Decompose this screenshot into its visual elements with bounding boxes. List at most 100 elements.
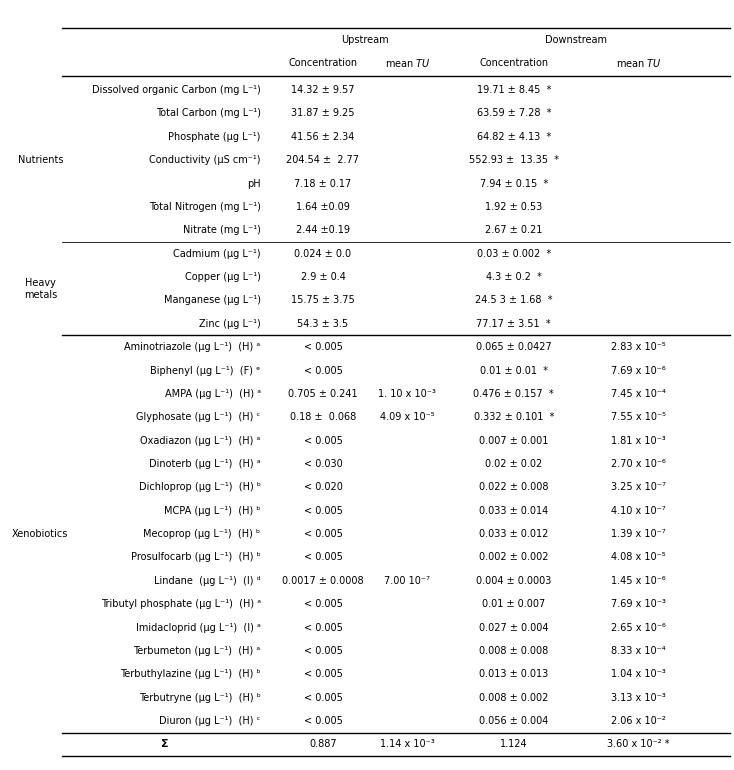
Text: Tributyl phosphate (μg L⁻¹)  (H) ᵃ: Tributyl phosphate (μg L⁻¹) (H) ᵃ — [101, 599, 261, 609]
Text: 0.033 ± 0.012: 0.033 ± 0.012 — [479, 529, 548, 539]
Text: 1.64 ±0.09: 1.64 ±0.09 — [296, 202, 350, 212]
Text: 0.01 ± 0.01  *: 0.01 ± 0.01 * — [480, 366, 548, 376]
Text: < 0.005: < 0.005 — [304, 623, 342, 633]
Text: 2.06 x 10⁻²: 2.06 x 10⁻² — [611, 716, 666, 726]
Text: 1.81 x 10⁻³: 1.81 x 10⁻³ — [611, 436, 666, 446]
Text: Upstream: Upstream — [341, 35, 389, 45]
Text: Heavy
metals: Heavy metals — [23, 277, 57, 300]
Text: 0.027 ± 0.004: 0.027 ± 0.004 — [479, 623, 548, 633]
Text: 24.5 3 ± 1.68  *: 24.5 3 ± 1.68 * — [475, 296, 553, 306]
Text: Copper (μg L⁻¹): Copper (μg L⁻¹) — [185, 272, 261, 282]
Text: Dichloprop (μg L⁻¹)  (H) ᵇ: Dichloprop (μg L⁻¹) (H) ᵇ — [139, 482, 261, 492]
Text: < 0.005: < 0.005 — [304, 366, 342, 376]
Text: Σ: Σ — [161, 739, 169, 749]
Text: Aminotriazole (μg L⁻¹)  (H) ᵃ: Aminotriazole (μg L⁻¹) (H) ᵃ — [125, 342, 261, 352]
Text: 7.94 ± 0.15  *: 7.94 ± 0.15 * — [480, 179, 548, 189]
Text: Terbumeton (μg L⁻¹)  (H) ᵃ: Terbumeton (μg L⁻¹) (H) ᵃ — [134, 646, 261, 656]
Text: 15.75 ± 3.75: 15.75 ± 3.75 — [291, 296, 355, 306]
Text: 0.332 ± 0.101  *: 0.332 ± 0.101 * — [473, 412, 554, 422]
Text: 0.705 ± 0.241: 0.705 ± 0.241 — [288, 389, 357, 399]
Text: Nutrients: Nutrients — [18, 156, 63, 166]
Text: Terbutryne (μg L⁻¹)  (H) ᵇ: Terbutryne (μg L⁻¹) (H) ᵇ — [139, 693, 261, 703]
Text: 1. 10 x 10⁻³: 1. 10 x 10⁻³ — [379, 389, 436, 399]
Text: Concentration: Concentration — [479, 59, 548, 69]
Text: 31.87 ± 9.25: 31.87 ± 9.25 — [291, 109, 355, 119]
Text: 7.69 x 10⁻³: 7.69 x 10⁻³ — [611, 599, 666, 609]
Text: Imidacloprid (μg L⁻¹)  (I) ᵃ: Imidacloprid (μg L⁻¹) (I) ᵃ — [136, 623, 261, 633]
Text: 7.45 x 10⁻⁴: 7.45 x 10⁻⁴ — [611, 389, 666, 399]
Text: < 0.005: < 0.005 — [304, 553, 342, 562]
Text: 0.007 ± 0.001: 0.007 ± 0.001 — [479, 436, 548, 446]
Text: 14.32 ± 9.57: 14.32 ± 9.57 — [291, 85, 355, 95]
Text: < 0.005: < 0.005 — [304, 436, 342, 446]
Text: < 0.005: < 0.005 — [304, 599, 342, 609]
Text: 0.056 ± 0.004: 0.056 ± 0.004 — [479, 716, 548, 726]
Text: Total Carbon (mg L⁻¹): Total Carbon (mg L⁻¹) — [156, 109, 261, 119]
Text: 0.008 ± 0.002: 0.008 ± 0.002 — [479, 693, 548, 703]
Text: 1.124: 1.124 — [500, 739, 528, 749]
Text: 7.69 x 10⁻⁶: 7.69 x 10⁻⁶ — [611, 366, 666, 376]
Text: < 0.005: < 0.005 — [304, 716, 342, 726]
Text: 2.83 x 10⁻⁵: 2.83 x 10⁻⁵ — [611, 342, 666, 352]
Text: 2.67 ± 0.21: 2.67 ± 0.21 — [485, 226, 542, 236]
Text: < 0.005: < 0.005 — [304, 646, 342, 656]
Text: pH: pH — [247, 179, 261, 189]
Text: Lindane  (μg L⁻¹)  (I) ᵈ: Lindane (μg L⁻¹) (I) ᵈ — [154, 576, 261, 586]
Text: 4.10 x 10⁻⁷: 4.10 x 10⁻⁷ — [611, 506, 666, 516]
Text: Phosphate (μg L⁻¹): Phosphate (μg L⁻¹) — [168, 132, 261, 142]
Text: Manganese (μg L⁻¹): Manganese (μg L⁻¹) — [164, 296, 261, 306]
Text: 1.04 x 10⁻³: 1.04 x 10⁻³ — [611, 669, 666, 679]
Text: 0.887: 0.887 — [309, 739, 337, 749]
Text: 3.60 x 10⁻² *: 3.60 x 10⁻² * — [607, 739, 670, 749]
Text: 1.14 x 10⁻³: 1.14 x 10⁻³ — [380, 739, 435, 749]
Text: 7.18 ± 0.17: 7.18 ± 0.17 — [294, 179, 352, 189]
Text: Xenobiotics: Xenobiotics — [12, 529, 68, 539]
Text: < 0.005: < 0.005 — [304, 669, 342, 679]
Text: 0.01 ± 0.007: 0.01 ± 0.007 — [482, 599, 545, 609]
Text: < 0.005: < 0.005 — [304, 693, 342, 703]
Text: 8.33 x 10⁻⁴: 8.33 x 10⁻⁴ — [611, 646, 666, 656]
Text: 1.92 ± 0.53: 1.92 ± 0.53 — [485, 202, 542, 212]
Text: Concentration: Concentration — [288, 59, 357, 69]
Text: 63.59 ± 7.28  *: 63.59 ± 7.28 * — [476, 109, 551, 119]
Text: mean $\mathit{TU}$: mean $\mathit{TU}$ — [616, 57, 661, 69]
Text: Prosulfocarb (μg L⁻¹)  (H) ᵇ: Prosulfocarb (μg L⁻¹) (H) ᵇ — [131, 553, 261, 562]
Text: 0.476 ± 0.157  *: 0.476 ± 0.157 * — [473, 389, 554, 399]
Text: 41.56 ± 2.34: 41.56 ± 2.34 — [291, 132, 355, 142]
Text: 7.55 x 10⁻⁵: 7.55 x 10⁻⁵ — [611, 412, 666, 422]
Text: Total Nitrogen (mg L⁻¹): Total Nitrogen (mg L⁻¹) — [149, 202, 261, 212]
Text: Cadmium (μg L⁻¹): Cadmium (μg L⁻¹) — [173, 249, 261, 259]
Text: Diuron (μg L⁻¹)  (H) ᶜ: Diuron (μg L⁻¹) (H) ᶜ — [159, 716, 261, 726]
Text: 54.3 ± 3.5: 54.3 ± 3.5 — [297, 319, 349, 329]
Text: 2.9 ± 0.4: 2.9 ± 0.4 — [300, 272, 346, 282]
Text: 0.03 ± 0.002  *: 0.03 ± 0.002 * — [476, 249, 551, 259]
Text: mean $\mathit{TU}$: mean $\mathit{TU}$ — [385, 57, 430, 69]
Text: Dissolved organic Carbon (mg L⁻¹): Dissolved organic Carbon (mg L⁻¹) — [92, 85, 261, 95]
Text: Downstream: Downstream — [545, 35, 607, 45]
Text: 4.08 x 10⁻⁵: 4.08 x 10⁻⁵ — [611, 553, 666, 562]
Text: 0.024 ± 0.0: 0.024 ± 0.0 — [294, 249, 352, 259]
Text: 0.033 ± 0.014: 0.033 ± 0.014 — [479, 506, 548, 516]
Text: < 0.005: < 0.005 — [304, 529, 342, 539]
Text: 0.004 ± 0.0003: 0.004 ± 0.0003 — [476, 576, 551, 586]
Text: 0.022 ± 0.008: 0.022 ± 0.008 — [479, 482, 548, 492]
Text: 204.54 ±  2.77: 204.54 ± 2.77 — [286, 156, 360, 166]
Text: Conductivity (μS cm⁻¹): Conductivity (μS cm⁻¹) — [149, 156, 261, 166]
Text: < 0.005: < 0.005 — [304, 506, 342, 516]
Text: 4.09 x 10⁻⁵: 4.09 x 10⁻⁵ — [380, 412, 435, 422]
Text: 2.70 x 10⁻⁶: 2.70 x 10⁻⁶ — [611, 459, 666, 469]
Text: AMPA (μg L⁻¹)  (H) ᵃ: AMPA (μg L⁻¹) (H) ᵃ — [164, 389, 261, 399]
Text: 0.02 ± 0.02: 0.02 ± 0.02 — [485, 459, 542, 469]
Text: Oxadiazon (μg L⁻¹)  (H) ᵃ: Oxadiazon (μg L⁻¹) (H) ᵃ — [140, 436, 261, 446]
Text: 0.0017 ± 0.0008: 0.0017 ± 0.0008 — [282, 576, 364, 586]
Text: 64.82 ± 4.13  *: 64.82 ± 4.13 * — [476, 132, 551, 142]
Text: Mecoprop (μg L⁻¹)  (H) ᵇ: Mecoprop (μg L⁻¹) (H) ᵇ — [143, 529, 261, 539]
Text: 2.44 ±0.19: 2.44 ±0.19 — [296, 226, 350, 236]
Text: Zinc (μg L⁻¹): Zinc (μg L⁻¹) — [199, 319, 261, 329]
Text: 0.065 ± 0.0427: 0.065 ± 0.0427 — [476, 342, 552, 352]
Text: 4.3 ± 0.2  *: 4.3 ± 0.2 * — [486, 272, 542, 282]
Text: Biphenyl (μg L⁻¹)  (F) ᵉ: Biphenyl (μg L⁻¹) (F) ᵉ — [150, 366, 261, 376]
Text: 19.71 ± 8.45  *: 19.71 ± 8.45 * — [476, 85, 551, 95]
Text: 1.45 x 10⁻⁶: 1.45 x 10⁻⁶ — [611, 576, 666, 586]
Text: 0.008 ± 0.008: 0.008 ± 0.008 — [479, 646, 548, 656]
